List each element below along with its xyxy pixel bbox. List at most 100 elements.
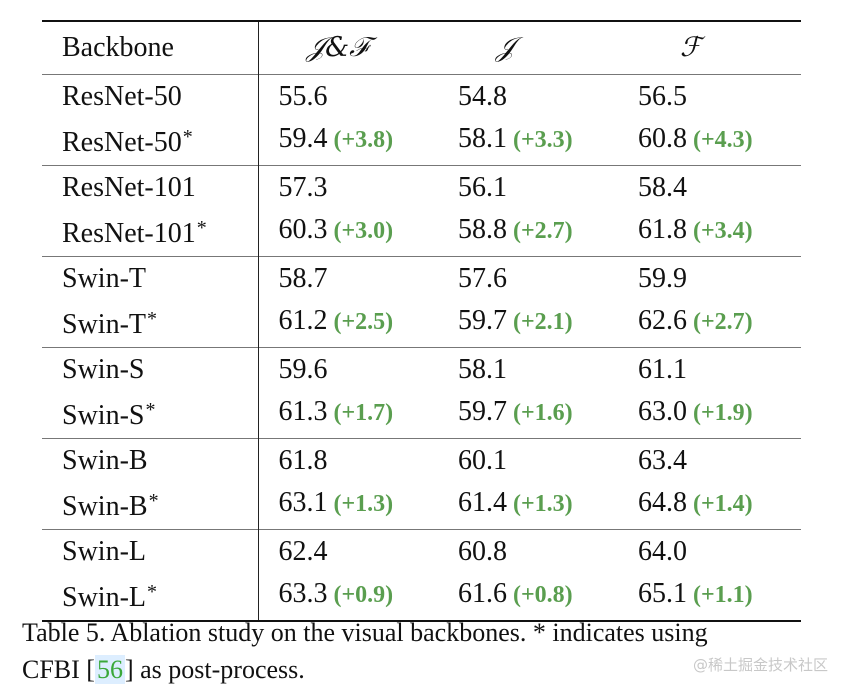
score-jf-value: 62.4 [278,535,328,567]
postprocess-star: * [182,125,193,148]
backbone-name: Swin-L [62,581,146,613]
score-j-cell: 58.1 (+3.3) [438,117,618,166]
score-f-cell: 60.8 (+4.3) [618,117,801,166]
backbone-name: ResNet-50 [62,126,182,158]
score-jf-value: 61.3 [278,396,328,427]
score-j-gain: (+2.1) [513,309,573,335]
score-j-gain: (+3.3) [513,127,573,153]
score-jf-cell: 62.4 [258,529,438,572]
backbone-cell: Swin-S* [42,389,259,438]
score-f-gain: (+4.3) [693,127,753,153]
score-f-value: 63.4 [638,444,687,476]
backbone-cell: Swin-S [42,347,259,390]
score-f-cell: 64.0 [618,529,801,572]
score-f-cell: 59.9 [618,256,801,299]
score-j-gain: (+2.7) [513,218,573,244]
score-j-cell: 59.7 (+1.6) [438,390,618,439]
score-f-value: 64.0 [638,535,687,567]
score-j-cell: 58.1 [438,347,618,390]
watermark: @稀土掘金技术社区 [692,656,828,674]
backbone-name: ResNet-101 [62,217,196,249]
score-f-cell: 64.8 (+1.4) [618,481,801,530]
score-j-gain: (+1.6) [513,400,573,426]
score-f-cell: 56.5 [618,74,801,117]
score-f-cell: 65.1 (+1.1) [618,572,801,621]
postprocess-star: * [196,216,207,239]
postprocess-star: * [148,489,159,512]
score-j-value: 58.1 [458,123,507,154]
score-f-cell: 62.6 (+2.7) [618,299,801,348]
table-row: ResNet-50* 59.4 (+3.8) 58.1 (+3.3) 60.8 (+4.3) [42,116,801,166]
score-jf-cell: 60.3 (+3.0) [258,208,438,257]
score-f-cell: 58.4 [618,165,801,208]
score-j-cell: 58.8 (+2.7) [438,208,618,257]
score-jf-cell: 59.6 [258,347,438,390]
header-f: ℱ [680,31,702,63]
score-f-value: 65.1 [638,578,687,609]
table-group: Swin-T 58.7 57.6 59.9 Swin-T* 61.2 (+2.5) 59.7(… [42,256,801,347]
score-f-cell: 61.1 [618,347,801,390]
backbone-cell: ResNet-101 [42,165,259,208]
score-j-cell: 60.1 [438,438,618,481]
postprocess-star: * [147,307,157,330]
backbone-name: Swin-S [62,353,145,385]
score-f-cell: 63.4 [618,438,801,481]
backbone-name: Swin-B [62,490,148,522]
score-jf-value: 57.3 [278,171,328,203]
table-row: Swin-B 61.8 60.1 63.4 [42,438,801,481]
backbone-name: Swin-B [62,444,148,476]
backbone-name: Swin-S [62,399,145,431]
postprocess-star: * [147,580,157,603]
table-row: Swin-S* 61.3 (+1.7) 59.7 (+1.6) 63.0 (+1.9) [42,389,801,439]
header-jf: 𝒥&ℱ [306,31,370,63]
score-j-value: 57.6 [458,262,507,294]
table-row: ResNet-101* 60.3 (+3.0) 58.8 (+2.7) 61.8 (+3.4… [42,207,801,257]
backbone-name: ResNet-50 [62,80,182,112]
score-f-gain: (+2.7) [693,309,753,335]
score-f-gain: (+1.1) [693,582,753,608]
backbone-name: ResNet-101 [62,171,196,203]
table-group: Swin-B 61.8 60.1 63.4 Swin-B* 63.1 (+1.3) 61.4(… [42,438,801,529]
score-f-cell: 61.8 (+3.4) [618,208,801,257]
score-jf-gain: (+3.8) [333,127,394,153]
backbone-name: Swin-T [62,262,146,294]
backbone-cell: Swin-L* [42,571,259,621]
score-jf-value: 55.6 [278,80,328,112]
score-f-value: 62.6 [638,305,687,336]
caption-line-2: CFBI [56] as post-process. [22,651,832,688]
score-jf-cell: 63.3 (+0.9) [258,572,438,621]
score-f-value: 61.1 [638,353,687,385]
score-jf-gain: (+3.0) [333,218,394,244]
score-jf-gain: (+1.7) [333,400,394,426]
table-group: Swin-L 62.4 60.8 64.0 Swin-L* 63.3 (+0.9) 61.6(… [42,529,801,621]
ablation-table: Backbone 𝒥&ℱ 𝒥 ℱ ResNet-50 55.6 54.8 56.5 Re… [42,20,801,622]
score-j-cell: 61.6 (+0.8) [438,572,618,621]
score-jf-value: 63.1 [278,487,328,518]
score-j-value: 60.8 [458,535,507,567]
backbone-cell: ResNet-101* [42,207,259,256]
score-j-value: 58.8 [458,214,507,245]
score-jf-value: 58.7 [278,262,328,294]
table-row: Swin-L 62.4 60.8 64.0 [42,529,801,572]
score-j-cell: 61.4 (+1.3) [438,481,618,530]
score-j-value: 56.1 [458,171,507,203]
score-j-value: 59.7 [458,305,507,336]
postprocess-star: * [145,398,156,421]
backbone-name: Swin-L [62,535,146,567]
backbone-cell: Swin-B* [42,480,259,529]
citation-link[interactable]: 56 [94,655,125,684]
caption-prefix: CFBI [ [22,655,95,684]
table-row: Swin-L* 63.3 (+0.9) 61.6 (+0.8) 65.1 (+1.1) [42,571,801,621]
score-jf-cell: 61.8 [258,438,438,481]
score-j-cell: 59.7 (+2.1) [438,299,618,348]
score-j-gain: (+1.3) [513,491,573,517]
score-f-value: 63.0 [638,396,687,427]
table-caption: Table 5. Ablation study on the visual ba… [22,614,832,688]
score-j-cell: 60.8 [438,529,618,572]
score-jf-value: 61.8 [278,444,328,476]
header-row: Backbone 𝒥&ℱ 𝒥 ℱ [42,21,801,74]
header-backbone: Backbone [42,21,259,74]
table-row: ResNet-101 57.3 56.1 58.4 [42,165,801,208]
score-f-value: 61.8 [638,214,687,245]
backbone-name: Swin-T [62,308,146,340]
